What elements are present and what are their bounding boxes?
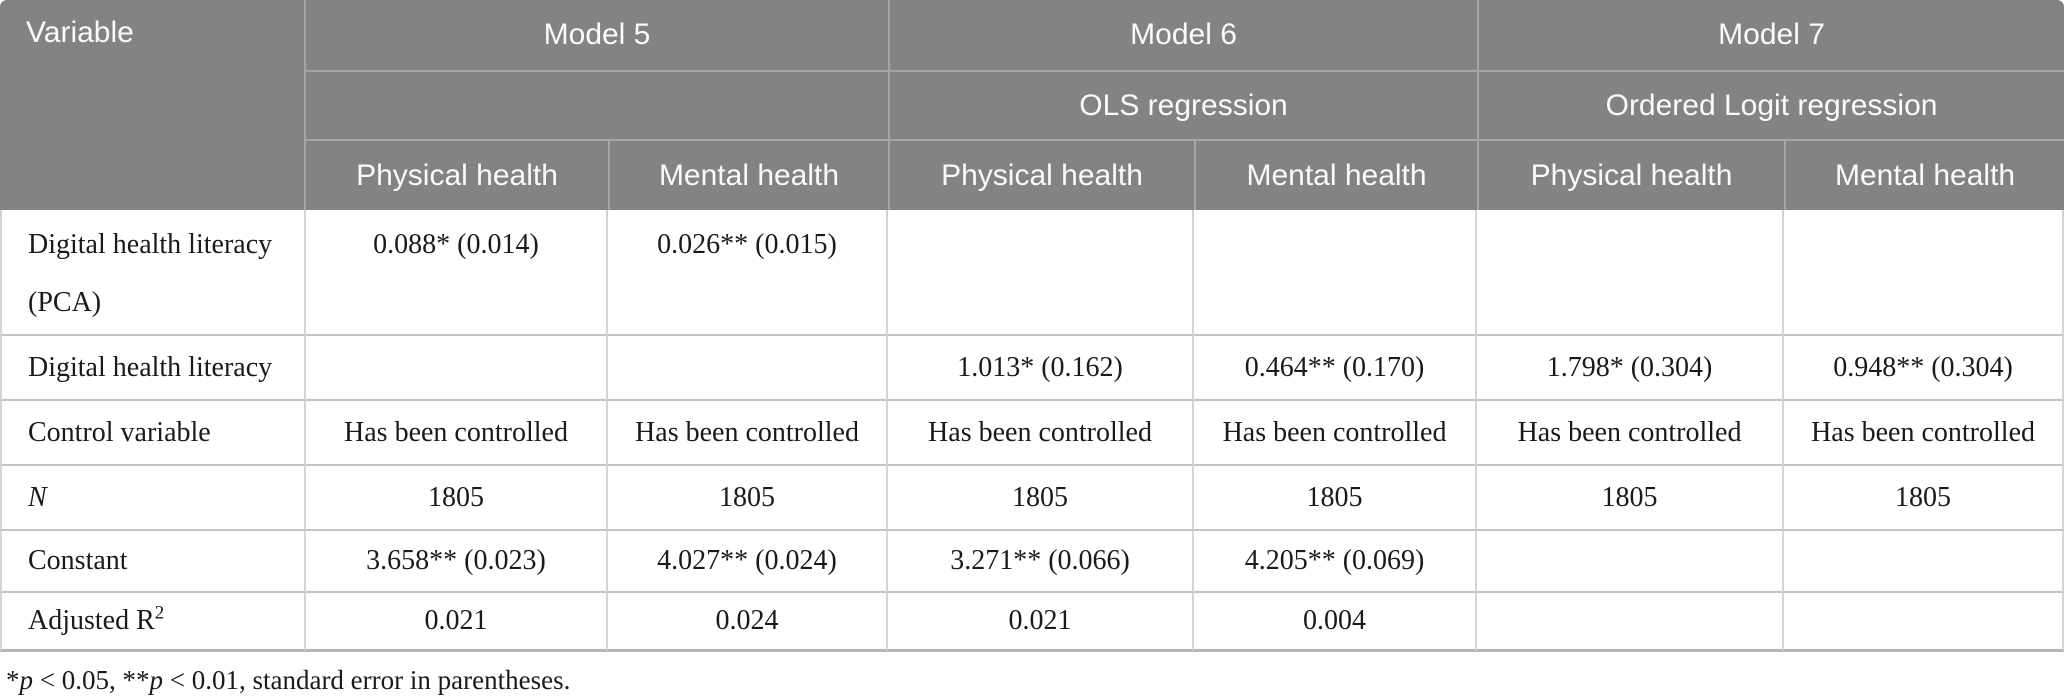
column-header-mental-health-m6: Mental health xyxy=(1194,141,1478,210)
table-row-adjusted-r-squared: Adjusted R2 0.021 0.024 0.021 0.004 xyxy=(0,593,2064,652)
row-label: Control variable xyxy=(0,401,306,466)
table-cell: 0.026** (0.015) xyxy=(608,210,889,336)
header-row-outcomes: Physical health Mental health Physical h… xyxy=(0,141,2064,210)
table-body: Digital health literacy (PCA) 0.088* (0.… xyxy=(0,210,2064,652)
table-cell: 0.004 xyxy=(1194,593,1478,652)
table-cell: 4.205** (0.069) xyxy=(1194,531,1478,593)
table-cell xyxy=(1784,593,2064,652)
table-cell: 0.024 xyxy=(608,593,889,652)
header-cell-model-5-method xyxy=(306,72,889,141)
table-row-digital-health-literacy: Digital health literacy 1.013* (0.162) 0… xyxy=(0,336,2064,401)
table-cell: 0.021 xyxy=(888,593,1195,652)
header-cell-variable: Variable xyxy=(0,0,306,210)
table-cell: Has been controlled xyxy=(1477,401,1785,466)
table-cell xyxy=(608,336,889,401)
table-row-digital-health-literacy-pca: Digital health literacy (PCA) 0.088* (0.… xyxy=(0,210,2064,336)
table-cell: 1805 xyxy=(1784,466,2064,531)
footnote-segment: < 0.05, ** xyxy=(33,665,150,695)
table-cell: 0.464** (0.170) xyxy=(1194,336,1478,401)
table-cell: 0.948** (0.304) xyxy=(1784,336,2064,401)
header-cell-ordered-logit-regression: Ordered Logit regression xyxy=(1477,72,2064,141)
column-header-mental-health-m5: Mental health xyxy=(608,141,889,210)
header-row-methods: OLS regression Ordered Logit regression xyxy=(0,72,2064,141)
significance-footnote: *p < 0.05, **p < 0.01, standard error in… xyxy=(6,665,2068,696)
row-label: Digital health literacy (PCA) xyxy=(0,210,306,336)
table-cell: 1805 xyxy=(1194,466,1478,531)
table-row-control-variable: Control variable Has been controlled Has… xyxy=(0,401,2064,466)
footnote-segment: < 0.01, standard error in parentheses. xyxy=(162,665,571,695)
table-cell: 4.027** (0.024) xyxy=(608,531,889,593)
column-header-physical-health-m7: Physical health xyxy=(1477,141,1785,210)
table-cell xyxy=(306,336,608,401)
footnote-p-symbol: p xyxy=(149,665,163,695)
row-label: Constant xyxy=(0,531,306,593)
column-header-physical-health-m6: Physical health xyxy=(888,141,1195,210)
header-cell-model-5: Model 5 xyxy=(306,0,889,72)
table-cell: Has been controlled xyxy=(608,401,889,466)
table-row-sample-size: N 1805 1805 1805 1805 1805 1805 xyxy=(0,466,2064,531)
superscript-2: 2 xyxy=(154,602,165,624)
table-cell: Has been controlled xyxy=(306,401,608,466)
table-cell: Has been controlled xyxy=(1194,401,1478,466)
regression-results-table-wrapper: Variable Model 5 Model 6 Model 7 OLS reg… xyxy=(0,0,2064,652)
footnote-p-symbol: p xyxy=(19,665,34,695)
row-label-text: Adjusted R xyxy=(28,605,155,636)
header-cell-model-7: Model 7 xyxy=(1477,0,2064,72)
table-cell xyxy=(888,210,1195,336)
table-cell: 0.088* (0.014) xyxy=(306,210,608,336)
regression-results-table: Variable Model 5 Model 6 Model 7 OLS reg… xyxy=(0,0,2064,652)
footnote-segment: * xyxy=(6,665,20,695)
header-row-models: Variable Model 5 Model 6 Model 7 xyxy=(0,0,2064,210)
table-cell: 1805 xyxy=(1477,466,1785,531)
table-cell: Has been controlled xyxy=(888,401,1195,466)
table-header: Variable Model 5 Model 6 Model 7 OLS reg… xyxy=(0,0,2064,210)
table-cell xyxy=(1784,531,2064,593)
table-cell: Has been controlled xyxy=(1784,401,2064,466)
column-header-physical-health-m5: Physical health xyxy=(306,141,608,210)
column-header-mental-health-m7: Mental health xyxy=(1784,141,2064,210)
table-cell: 1.798* (0.304) xyxy=(1477,336,1785,401)
table-cell: 0.021 xyxy=(306,593,608,652)
table-cell xyxy=(1784,210,2064,336)
table-cell: 3.658** (0.023) xyxy=(306,531,608,593)
table-cell: 3.271** (0.066) xyxy=(888,531,1195,593)
header-cell-model-6: Model 6 xyxy=(888,0,1478,72)
header-cell-ols-regression: OLS regression xyxy=(888,72,1478,141)
row-label: N xyxy=(0,466,306,531)
table-cell: 1805 xyxy=(888,466,1195,531)
table-cell xyxy=(1477,593,1785,652)
row-label: Adjusted R2 xyxy=(0,593,306,652)
table-cell: 1.013* (0.162) xyxy=(888,336,1195,401)
table-cell: 1805 xyxy=(608,466,889,531)
table-row-constant: Constant 3.658** (0.023) 4.027** (0.024)… xyxy=(0,531,2064,593)
table-cell: 1805 xyxy=(306,466,608,531)
table-cell xyxy=(1194,210,1478,336)
table-cell xyxy=(1477,531,1785,593)
table-cell xyxy=(1477,210,1785,336)
row-label: Digital health literacy xyxy=(0,336,306,401)
